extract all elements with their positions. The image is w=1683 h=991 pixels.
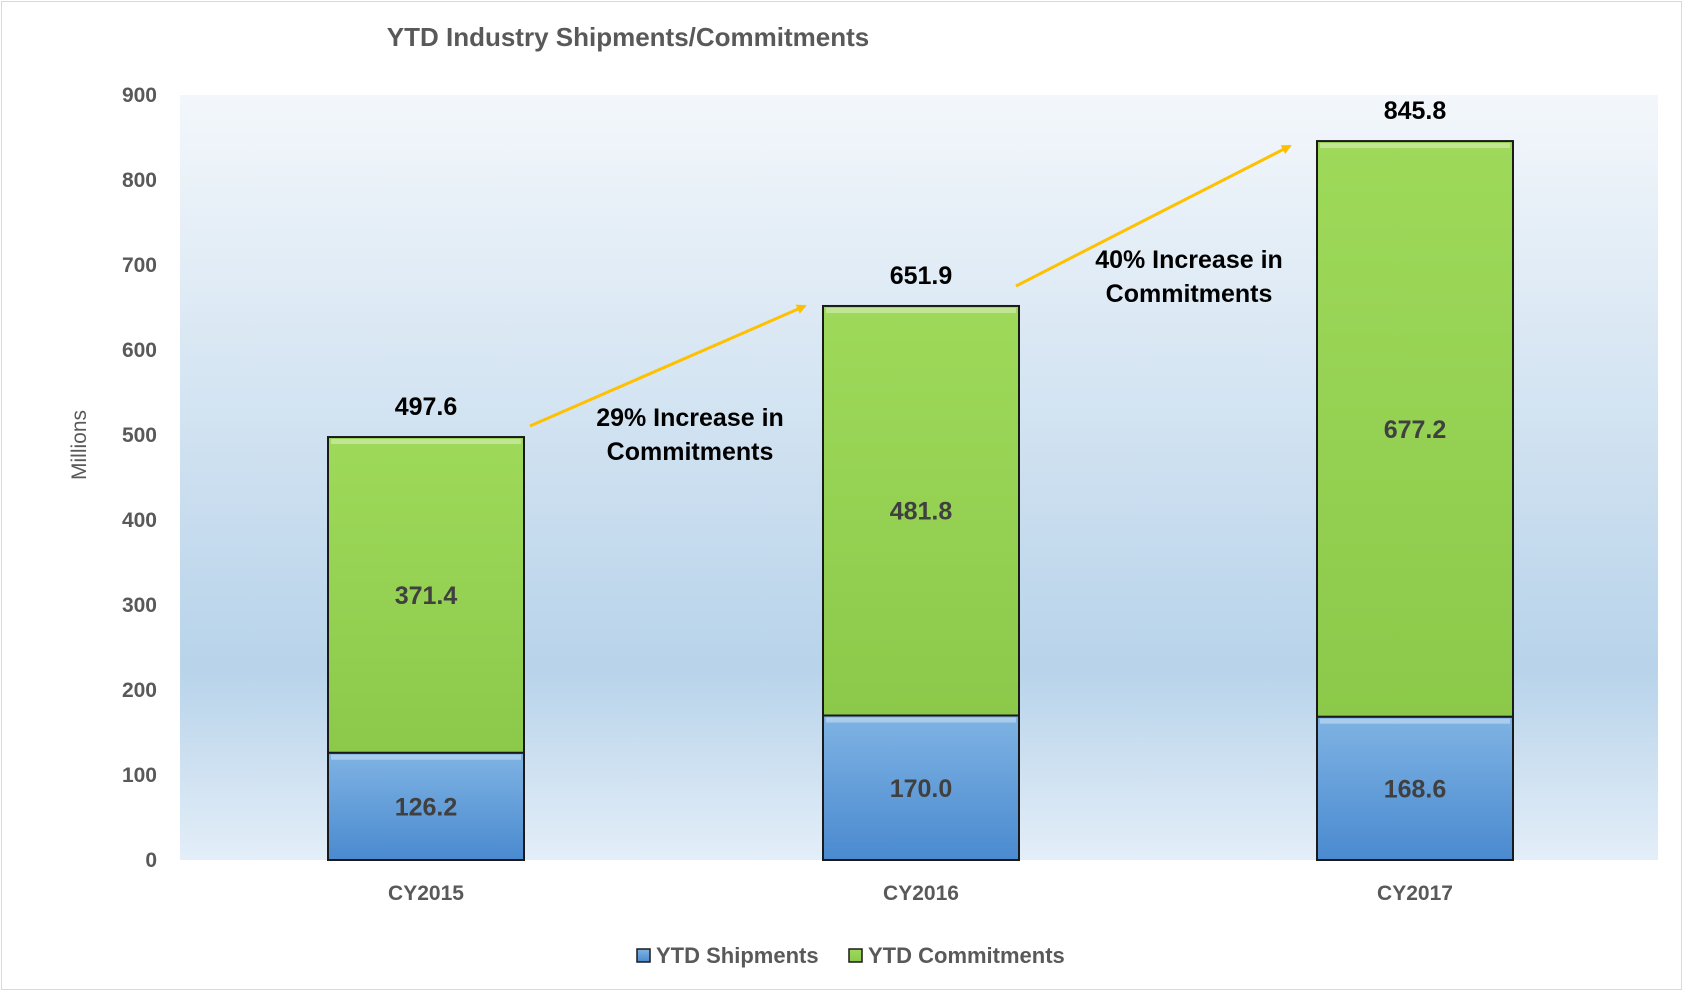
y-tick-label: 800: [122, 169, 157, 192]
segment-value-label: 481.8: [890, 498, 953, 526]
bar-bevel: [331, 754, 521, 760]
x-axis-ticks: CY2015 CY2016 CY2017: [388, 882, 1453, 905]
y-tick-label: 200: [122, 679, 157, 702]
bar-segment: [1316, 140, 1514, 718]
y-tick-label: 700: [122, 254, 157, 277]
y-tick-label: 300: [122, 594, 157, 617]
bar-bevel: [1320, 143, 1510, 149]
bar-bevel: [331, 439, 521, 445]
bar-segment: [327, 436, 525, 754]
y-tick-label: 500: [122, 424, 157, 447]
y-tick-label: 400: [122, 509, 157, 532]
bar-bevel: [826, 717, 1016, 723]
y-tick-label: 0: [145, 849, 157, 872]
increase-arrow: [1015, 144, 1292, 288]
legend-swatch: [636, 948, 651, 963]
y-tick-label: 900: [122, 84, 157, 107]
bar-segment: [327, 751, 525, 861]
x-tick-label: CY2015: [388, 882, 464, 905]
bar-segment: [822, 714, 1020, 861]
x-tick-label: CY2016: [883, 882, 959, 905]
y-tick-label: 600: [122, 339, 157, 362]
annotation-text: Commitments: [607, 438, 774, 466]
annotation-text: Commitments: [1106, 280, 1273, 308]
segment-value-label: 170.0: [890, 775, 953, 803]
legend-swatch: [848, 948, 863, 963]
annotation-text: 40% Increase in: [1095, 246, 1283, 274]
increase-arrow: [529, 304, 807, 428]
annotation-text: 29% Increase in: [596, 404, 784, 432]
total-value-label: 497.6: [395, 393, 458, 421]
legend-label: YTD Commitments: [868, 943, 1065, 968]
bar-bevel: [1320, 718, 1510, 724]
bar-bevel: [826, 307, 1016, 313]
bar-segment: [1316, 715, 1514, 861]
segment-value-label: 126.2: [395, 793, 458, 821]
y-axis-label: Millions: [68, 410, 91, 480]
segment-value-label: 677.2: [1384, 416, 1447, 444]
legend-label: YTD Shipments: [656, 943, 819, 968]
y-tick-label: 100: [122, 764, 157, 787]
bars: 126.2 371.4 497.6 170.0 481.8 651.9 168.6 677.2…: [327, 97, 1514, 861]
segment-value-label: 168.6: [1384, 775, 1447, 803]
legend: YTD Shipments YTD Commitments: [636, 943, 1065, 968]
total-value-label: 845.8: [1384, 97, 1447, 125]
total-value-label: 651.9: [890, 262, 953, 290]
x-tick-label: CY2017: [1377, 882, 1453, 905]
annotations: 29% Increase in Commitments 40% Increase i…: [529, 144, 1292, 466]
y-axis-ticks: 0 100 200 300 400 500 600 700 800 900: [122, 84, 157, 872]
segment-value-label: 371.4: [395, 582, 458, 610]
chart-title: YTD Industry Shipments/Commitments: [387, 22, 870, 52]
bar-segment: [822, 304, 1020, 717]
